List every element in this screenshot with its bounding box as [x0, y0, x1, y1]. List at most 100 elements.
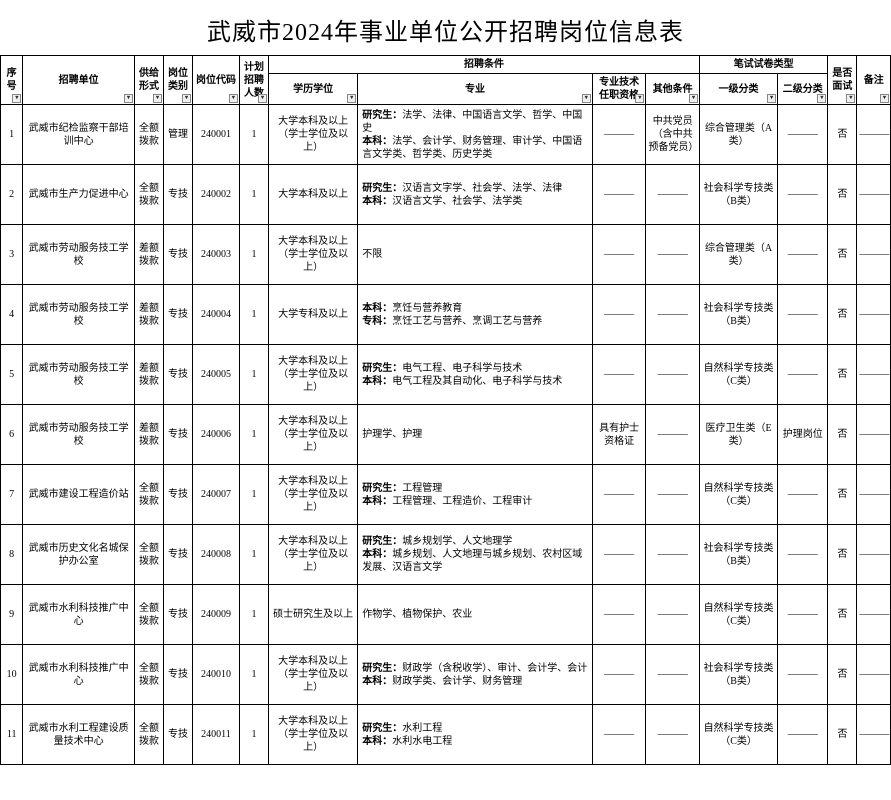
- cell-note: ———: [857, 105, 891, 165]
- filter-icon[interactable]: ▾: [582, 94, 591, 103]
- cell-edu: 大学专科及以上: [268, 285, 357, 345]
- cell-edu: 大学本科及以上（学士学位及以上）: [268, 405, 357, 465]
- filter-icon[interactable]: ▾: [229, 94, 238, 103]
- filter-icon[interactable]: ▾: [12, 94, 21, 103]
- cell-edu: 大学本科及以上（学士学位及以上）: [268, 225, 357, 285]
- table-row: 7武威市建设工程造价站全额拨款专技2400071大学本科及以上（学士学位及以上）…: [1, 465, 891, 525]
- table-row: 6武威市劳动服务技工学校差额拨款专技2400061大学本科及以上（学士学位及以上…: [1, 405, 891, 465]
- cell-plan: 1: [239, 165, 268, 225]
- cell-category: 专技: [164, 165, 193, 225]
- cell-other: ———: [646, 465, 700, 525]
- header-cond-group: 招聘条件: [268, 56, 699, 74]
- cell-supply: 全额拨款: [134, 465, 163, 525]
- cell-plan: 1: [239, 105, 268, 165]
- cell-edu: 大学本科及以上（学士学位及以上）: [268, 345, 357, 405]
- cell-note: ———: [857, 525, 891, 585]
- header-category[interactable]: 岗位类别▾: [164, 56, 193, 105]
- cell-exam2: 护理岗位: [778, 405, 828, 465]
- filter-icon[interactable]: ▾: [846, 94, 855, 103]
- header-interview[interactable]: 是否面试▾: [828, 56, 857, 105]
- cell-exam1: 综合管理类（A类）: [699, 225, 777, 285]
- filter-icon[interactable]: ▾: [347, 94, 356, 103]
- cell-exam1: 社会科学专技类（B类）: [699, 645, 777, 705]
- header-edu[interactable]: 学历学位▾: [268, 74, 357, 105]
- filter-icon[interactable]: ▾: [817, 94, 826, 103]
- cell-supply: 差额拨款: [134, 345, 163, 405]
- header-note[interactable]: 备注▾: [857, 56, 891, 105]
- cell-other: ———: [646, 225, 700, 285]
- filter-icon[interactable]: ▾: [689, 94, 698, 103]
- cell-seq: 6: [1, 405, 23, 465]
- filter-icon[interactable]: ▾: [258, 94, 267, 103]
- cell-exam1: 自然科学专技类（C类）: [699, 345, 777, 405]
- cell-other: ———: [646, 705, 700, 765]
- cell-exam2: ———: [778, 225, 828, 285]
- cell-edu: 大学本科及以上（学士学位及以上）: [268, 105, 357, 165]
- header-tech[interactable]: 专业技术任职资格▾: [592, 74, 646, 105]
- filter-icon[interactable]: ▾: [635, 94, 644, 103]
- cell-interview: 否: [828, 405, 857, 465]
- cell-unit: 武威市劳动服务技工学校: [23, 345, 135, 405]
- cell-note: ———: [857, 585, 891, 645]
- cell-tech: ———: [592, 585, 646, 645]
- cell-interview: 否: [828, 465, 857, 525]
- cell-edu: 大学本科及以上（学士学位及以上）: [268, 465, 357, 525]
- table-row: 4武威市劳动服务技工学校差额拨款专技2400041大学专科及以上本科：烹饪与营养…: [1, 285, 891, 345]
- cell-unit: 武威市生产力促进中心: [23, 165, 135, 225]
- filter-icon[interactable]: ▾: [124, 94, 133, 103]
- cell-major: 研究生：电气工程、电子科学与技术本科：电气工程及其自动化、电子科学与技术: [358, 345, 593, 405]
- filter-icon[interactable]: ▾: [880, 94, 889, 103]
- cell-major: 研究生：工程管理本科：工程管理、工程造价、工程审计: [358, 465, 593, 525]
- cell-exam2: ———: [778, 465, 828, 525]
- header-supply[interactable]: 供给形式▾: [134, 56, 163, 105]
- cell-plan: 1: [239, 465, 268, 525]
- cell-unit: 武威市历史文化名城保护办公室: [23, 525, 135, 585]
- cell-supply: 全额拨款: [134, 165, 163, 225]
- filter-icon[interactable]: ▾: [182, 94, 191, 103]
- cell-category: 专技: [164, 525, 193, 585]
- header-plan[interactable]: 计划招聘人数▾: [239, 56, 268, 105]
- cell-supply: 全额拨款: [134, 645, 163, 705]
- header-exam-group: 笔试试卷类型: [699, 56, 827, 74]
- table-row: 3武威市劳动服务技工学校差额拨款专技2400031大学本科及以上（学士学位及以上…: [1, 225, 891, 285]
- table-row: 9武威市水利科技推广中心全额拨款专技2400091硕士研究生及以上作物学、植物保…: [1, 585, 891, 645]
- cell-exam2: ———: [778, 585, 828, 645]
- cell-tech: ———: [592, 225, 646, 285]
- recruitment-table: 序号▾ 招聘单位▾ 供给形式▾ 岗位类别▾ 岗位代码▾ 计划招聘人数▾ 招聘条件…: [0, 55, 891, 765]
- cell-edu: 大学本科及以上（学士学位及以上）: [268, 525, 357, 585]
- cell-interview: 否: [828, 165, 857, 225]
- header-major[interactable]: 专业▾: [358, 74, 593, 105]
- cell-plan: 1: [239, 225, 268, 285]
- filter-icon[interactable]: ▾: [767, 94, 776, 103]
- cell-unit: 武威市纪检监察干部培训中心: [23, 105, 135, 165]
- header-other[interactable]: 其他条件▾: [646, 74, 700, 105]
- header-unit[interactable]: 招聘单位▾: [23, 56, 135, 105]
- cell-unit: 武威市建设工程造价站: [23, 465, 135, 525]
- cell-code: 240011: [193, 705, 240, 765]
- cell-note: ———: [857, 465, 891, 525]
- header-exam1[interactable]: 一级分类▾: [699, 74, 777, 105]
- cell-note: ———: [857, 165, 891, 225]
- cell-exam2: ———: [778, 105, 828, 165]
- cell-other: ———: [646, 645, 700, 705]
- cell-plan: 1: [239, 345, 268, 405]
- cell-exam2: ———: [778, 525, 828, 585]
- cell-interview: 否: [828, 645, 857, 705]
- cell-category: 专技: [164, 225, 193, 285]
- cell-exam1: 社会科学专技类（B类）: [699, 525, 777, 585]
- cell-exam2: ———: [778, 165, 828, 225]
- cell-category: 专技: [164, 585, 193, 645]
- header-exam2[interactable]: 二级分类▾: [778, 74, 828, 105]
- cell-interview: 否: [828, 225, 857, 285]
- cell-major: 研究生：水利工程本科：水利水电工程: [358, 705, 593, 765]
- cell-major: 研究生：法学、法律、中国语言文学、哲学、中国史本科：法学、会计学、财务管理、审计…: [358, 105, 593, 165]
- header-code[interactable]: 岗位代码▾: [193, 56, 240, 105]
- cell-exam1: 自然科学专技类（C类）: [699, 585, 777, 645]
- header-seq[interactable]: 序号▾: [1, 56, 23, 105]
- cell-category: 专技: [164, 705, 193, 765]
- cell-exam1: 社会科学专技类（B类）: [699, 285, 777, 345]
- cell-seq: 11: [1, 705, 23, 765]
- cell-interview: 否: [828, 285, 857, 345]
- filter-icon[interactable]: ▾: [153, 94, 162, 103]
- cell-note: ———: [857, 645, 891, 705]
